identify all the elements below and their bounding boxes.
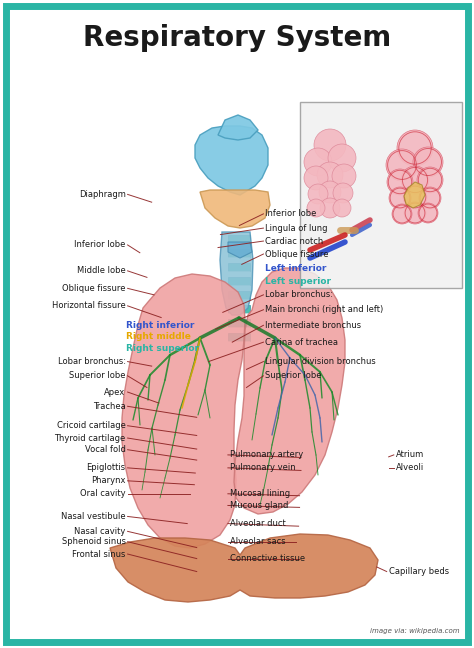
Text: Connective tissue: Connective tissue [230,554,305,563]
Text: Right inferior: Right inferior [126,321,194,330]
Circle shape [333,183,353,203]
Polygon shape [218,115,258,140]
Polygon shape [234,268,345,514]
Text: Atrium: Atrium [396,450,424,459]
Bar [228,277,250,285]
Text: Nasal cavity: Nasal cavity [74,527,126,536]
Text: Intermediate bronchus: Intermediate bronchus [265,321,362,330]
Circle shape [403,185,427,209]
Text: Cricoid cartilage: Cricoid cartilage [57,421,126,430]
Bar [228,285,250,291]
Text: Superior lobe: Superior lobe [69,371,126,380]
Text: Oblique fissure: Oblique fissure [265,249,329,259]
Bar [228,333,250,341]
Text: Oblique fissure: Oblique fissure [62,284,126,293]
Bar [300,102,462,288]
Bar [228,313,250,319]
Text: Sphenoid sinus: Sphenoid sinus [62,537,126,546]
Text: Lingular division bronchus: Lingular division bronchus [265,357,376,366]
Circle shape [418,203,438,223]
Circle shape [307,199,325,217]
Bar [228,235,250,243]
Circle shape [328,144,356,172]
Bar [228,271,250,277]
Circle shape [304,148,332,176]
Text: Horizontal fissure: Horizontal fissure [52,301,126,310]
Text: Vocal fold: Vocal fold [85,445,126,454]
Bar [228,243,250,249]
Circle shape [386,149,418,181]
Polygon shape [220,232,253,315]
Polygon shape [228,242,252,258]
Text: Oral cavity: Oral cavity [80,489,126,498]
Text: Nasal vestibule: Nasal vestibule [61,512,126,521]
Bar [228,257,250,263]
Bar [228,299,250,305]
Text: Cardiac notch: Cardiac notch [265,237,324,246]
Bar [228,263,250,271]
Text: Left superior: Left superior [265,277,331,286]
Text: Right middle: Right middle [126,332,191,341]
Circle shape [387,169,413,195]
Text: Trachea: Trachea [93,402,126,411]
Text: Main bronchi (right and left): Main bronchi (right and left) [265,305,383,314]
Text: Thyroid cartilage: Thyroid cartilage [55,434,126,443]
Polygon shape [404,182,425,208]
Circle shape [314,129,346,161]
Circle shape [392,204,412,224]
Circle shape [419,187,441,209]
Polygon shape [110,534,378,602]
Bar [228,327,250,333]
Circle shape [333,199,351,217]
Circle shape [417,167,443,193]
Text: Pulmonary vein: Pulmonary vein [230,463,295,472]
Text: Mucous gland: Mucous gland [230,501,288,510]
Circle shape [404,202,426,224]
Polygon shape [195,126,268,195]
Circle shape [317,162,343,188]
Circle shape [389,187,411,209]
Circle shape [397,130,433,166]
Text: Inferior lobe: Inferior lobe [265,209,317,218]
Text: Capillary beds: Capillary beds [389,567,449,576]
Bar [228,291,250,299]
Text: image via: wikipedia.com: image via: wikipedia.com [370,627,460,634]
Text: Pulmonary artery: Pulmonary artery [230,450,303,459]
Text: Superior lobe: Superior lobe [265,371,322,380]
Polygon shape [200,190,270,228]
Circle shape [319,181,341,203]
Circle shape [413,147,443,177]
Text: Left inferior: Left inferior [265,264,327,273]
Polygon shape [122,274,245,548]
Circle shape [401,166,429,194]
Text: Frontal sinus: Frontal sinus [72,550,126,559]
Text: Lobar bronchus:: Lobar bronchus: [265,290,333,299]
Text: Right superior: Right superior [126,344,199,353]
Bar [228,249,250,257]
Text: Middle lobe: Middle lobe [77,266,126,275]
Text: Respiratory System: Respiratory System [83,23,391,52]
Text: Pharynx: Pharynx [91,476,126,485]
Bar [228,305,250,313]
Text: Inferior lobe: Inferior lobe [74,240,126,249]
Circle shape [308,184,328,204]
Text: Carina of trachea: Carina of trachea [265,338,338,347]
Text: Alveolar sacs: Alveolar sacs [230,537,285,546]
Text: Alveolar duct: Alveolar duct [230,519,286,528]
Text: Diaphragm: Diaphragm [79,190,126,199]
Text: Lobar bronchus:: Lobar bronchus: [58,357,126,366]
Text: Apex: Apex [104,388,126,397]
Text: Epiglottis: Epiglottis [86,463,126,472]
Bar [228,341,250,347]
Text: Lingula of lung: Lingula of lung [265,224,328,233]
Circle shape [320,198,340,218]
Text: Mucosal lining: Mucosal lining [230,489,290,498]
Text: Alveoli: Alveoli [396,463,424,472]
Circle shape [304,166,328,190]
Circle shape [332,164,356,188]
Bar [228,319,250,327]
